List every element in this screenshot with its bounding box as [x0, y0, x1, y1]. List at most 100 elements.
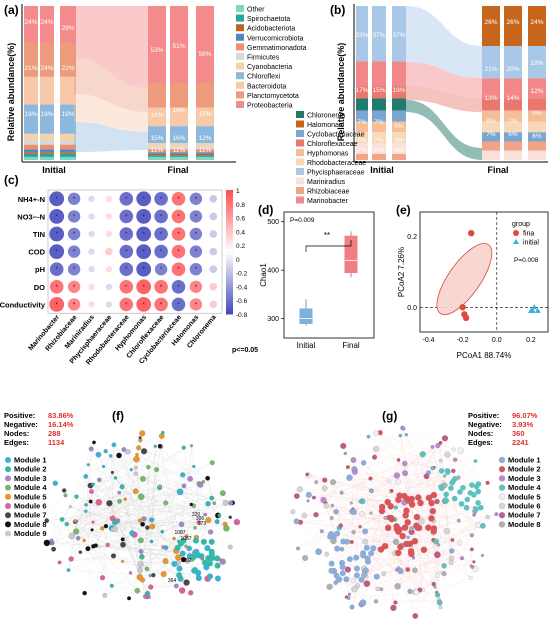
network-node: [227, 544, 233, 550]
panel-e-pcoa: PCoA1 88.74% PCoA2 7.26% group P=0.008 -…: [397, 211, 549, 360]
panel-c-colorbar-segment: [226, 205, 233, 210]
network-edge: [393, 577, 471, 609]
panel-a-bar-segment: [60, 6, 76, 43]
network-edge: [46, 473, 137, 521]
panel-c-sig-mark: *: [143, 214, 146, 220]
panel-b-bar-segment: [504, 98, 522, 111]
network-edge: [353, 448, 377, 513]
network-f-module-swatch: [5, 475, 11, 482]
panel-a-bar-segment: [170, 155, 188, 157]
network-edge: [335, 511, 353, 583]
network-edge: [87, 548, 187, 583]
network-node: [339, 564, 346, 571]
network-node: [73, 528, 80, 535]
panel-a-bar-segment: [148, 143, 166, 147]
network-edge: [324, 480, 411, 592]
network-node: [206, 573, 213, 580]
network-node: [178, 521, 185, 528]
panel-b-bar-label: 21%: [484, 66, 497, 73]
network-edge: [383, 516, 488, 574]
network-edge: [440, 442, 445, 486]
panel-a-legend-swatch: [236, 91, 244, 99]
panel-c-cell: [136, 279, 152, 295]
network-node: [203, 564, 210, 571]
panel-c-cell: [119, 244, 134, 259]
network-edge: [437, 445, 459, 521]
network-node: [179, 550, 186, 557]
panel-b-bar-segment: [356, 143, 368, 154]
network-edge: [178, 445, 192, 558]
network-node: [233, 518, 241, 526]
network-node: [381, 571, 386, 576]
network-node: [443, 474, 447, 478]
network-f-module-label: Module 3: [14, 474, 47, 483]
network-edge: [147, 466, 194, 528]
network-node: [91, 544, 96, 549]
panel-c-sig-mark: *: [56, 232, 59, 238]
network-node: [214, 562, 221, 569]
network-edge: [151, 541, 176, 564]
network-edge: [51, 542, 148, 570]
network-node: [433, 585, 437, 589]
network-edge: [141, 556, 154, 576]
panel-c-cell: [154, 263, 168, 276]
panel-b-bar-label: 7%: [508, 118, 518, 125]
panel-c-sig-mark: *: [143, 250, 146, 256]
panel-c-cell: [88, 266, 95, 273]
panel-b-bar-segment: [482, 132, 500, 142]
panel-a-bar-segment: [40, 104, 54, 134]
network-node: [378, 507, 386, 515]
network-edge: [406, 434, 454, 450]
panel-b-bar-segment: [504, 46, 522, 79]
panel-c-row-label: NH4+-N: [18, 195, 45, 204]
network-g-module-swatch: [498, 493, 506, 500]
panel-e-ytick: 0.2: [407, 234, 417, 241]
network-edge: [299, 489, 363, 502]
network-node: [430, 466, 435, 471]
network-g-module-swatch: [498, 502, 506, 510]
panel-a-bar-segment: [148, 83, 166, 108]
panel-e-ellipse: [436, 243, 493, 316]
network-node: [472, 512, 477, 517]
network-node: [105, 542, 110, 547]
network-node: [57, 560, 62, 565]
panel-a-legend-swatch: [236, 33, 244, 41]
panel-b-legend-swatch: [296, 177, 304, 185]
network-edge: [351, 459, 399, 608]
panel-c-sig-mark: *: [125, 267, 128, 273]
panel-c-colorbar-segment: [226, 245, 233, 250]
panel-a-bar-segment: [148, 155, 166, 157]
panel-c-sig-mark: *: [160, 250, 163, 256]
panel-b-bar-segment: [392, 132, 406, 144]
panel-e-ylabel: PCoA2 7.26%: [397, 247, 406, 297]
network-node: [480, 553, 484, 558]
network-node: [113, 476, 118, 480]
network-edge: [436, 514, 475, 542]
network-edge: [415, 461, 476, 593]
network-edge: [86, 504, 194, 506]
panel-a-bar-segment: [196, 152, 214, 154]
panel-b-label: (b): [330, 3, 345, 17]
panel-d-frame: [283, 211, 375, 339]
panel-a-bar-label: 21%: [24, 65, 37, 72]
panel-b-bar-segment: [392, 121, 406, 133]
network-edge: [444, 475, 476, 570]
panel-a-bar-segment: [60, 156, 76, 160]
network-edge: [93, 484, 166, 504]
network-edge: [122, 561, 178, 564]
panel-b-bar-label: 7%: [486, 131, 496, 138]
network-node: [149, 523, 156, 530]
panel-a-bar-segment: [40, 6, 54, 43]
panel-d-xtick-label: Initial: [297, 341, 316, 350]
panel-c-colorbar-segment: [226, 261, 233, 265]
panel-a-bar-label: 11%: [151, 147, 164, 154]
panel-a-bar-segment: [40, 144, 54, 150]
network-node: [160, 529, 164, 534]
network-node: [401, 524, 409, 531]
network-edge: [70, 432, 163, 560]
network-node: [319, 529, 324, 534]
network-node: [90, 528, 94, 532]
panel-a-legend-label: Chloroflexi: [247, 74, 281, 81]
panel-c-colorbar-segment: [226, 255, 233, 259]
network-edge: [109, 503, 143, 581]
